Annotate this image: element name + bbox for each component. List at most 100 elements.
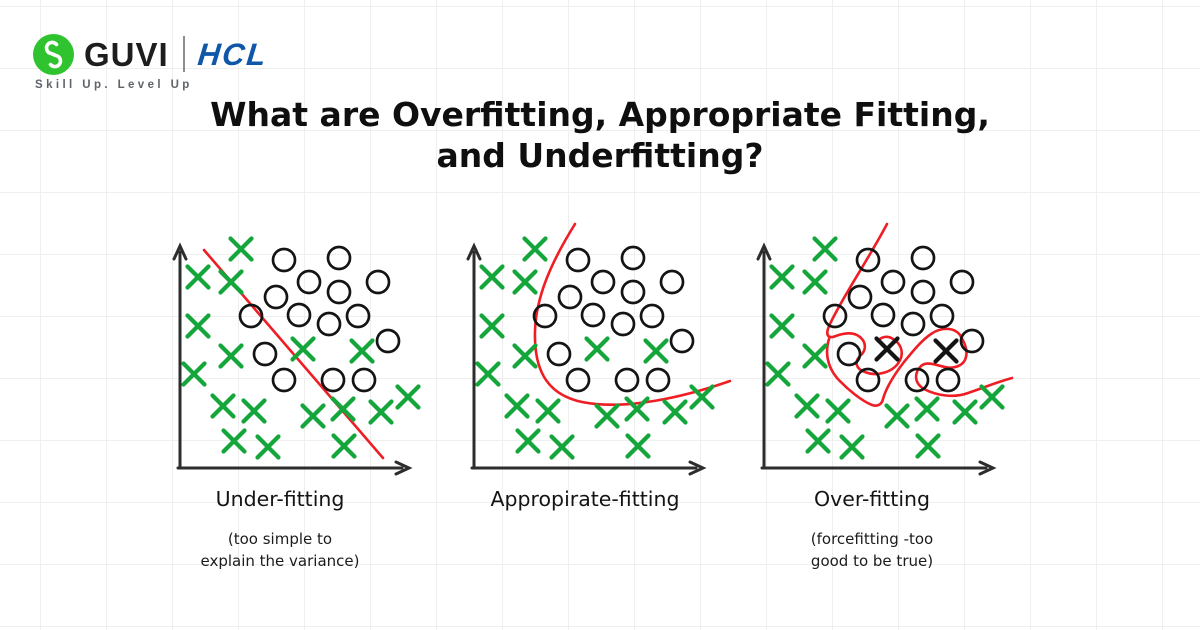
green-x-marker: [812, 236, 838, 262]
x-axis-arrow-icon: [394, 460, 413, 476]
green-x-marker: [368, 399, 394, 425]
green-x-marker: [915, 433, 941, 459]
y-axis-arrow-icon: [172, 242, 188, 261]
green-x-marker: [210, 393, 236, 419]
green-x-marker: [769, 264, 795, 290]
green-x-marker: [218, 343, 244, 369]
black-x-marker: [874, 336, 900, 362]
circle-marker: [565, 367, 591, 393]
green-x-marker: [241, 398, 267, 424]
green-x-marker: [218, 269, 244, 295]
plot-subcaption-line: explain the variance): [200, 552, 360, 570]
green-x-marker: [349, 338, 375, 364]
guvi-logo-icon: [33, 33, 74, 75]
circle-marker: [590, 269, 616, 295]
circle-marker: [900, 311, 926, 337]
circle-marker: [351, 367, 377, 393]
circle-marker: [365, 269, 391, 295]
y-axis-arrow-icon: [756, 242, 772, 261]
circle-marker: [959, 328, 985, 354]
circle-marker: [639, 303, 665, 329]
green-x-marker: [181, 361, 207, 387]
green-x-marker: [479, 313, 505, 339]
decision-boundary-curve: [533, 222, 732, 406]
green-x-marker: [825, 398, 851, 424]
green-x-marker: [515, 428, 541, 454]
circle-marker: [565, 247, 591, 273]
green-x-marker: [643, 338, 669, 364]
circle-marker: [910, 245, 936, 271]
green-x-marker: [395, 384, 421, 410]
green-x-marker: [185, 264, 211, 290]
green-x-marker: [479, 264, 505, 290]
green-x-marker: [594, 403, 620, 429]
green-x-marker: [228, 236, 254, 262]
scatter-plot-2: [466, 222, 732, 476]
green-x-marker: [300, 403, 326, 429]
circle-marker: [847, 284, 873, 310]
circle-marker: [532, 303, 558, 329]
circle-marker: [263, 284, 289, 310]
circle-marker: [326, 279, 352, 305]
circle-marker: [614, 367, 640, 393]
circle-marker: [645, 367, 671, 393]
x-axis-arrow-icon: [688, 460, 707, 476]
circle-marker: [929, 303, 955, 329]
circle-marker: [546, 341, 572, 367]
green-x-marker: [914, 396, 940, 422]
plot-caption: Appropirate-fitting: [490, 487, 680, 511]
circle-marker: [620, 245, 646, 271]
circle-marker: [252, 341, 278, 367]
circle-marker: [557, 284, 583, 310]
black-x-marker: [933, 338, 959, 364]
brand-logos: GUVI HCL: [33, 32, 270, 76]
plot-subcaption-line: good to be true): [810, 552, 934, 570]
green-x-marker: [802, 343, 828, 369]
brand-tagline: Skill Up. Level Up: [35, 79, 193, 91]
green-x-marker: [290, 336, 316, 362]
green-x-marker: [221, 428, 247, 454]
green-x-marker: [255, 434, 281, 460]
green-x-marker: [512, 269, 538, 295]
circle-marker: [949, 269, 975, 295]
plot-subcaption: (too simple to explain the variance): [120, 528, 440, 572]
plot-subcaption: (forcefitting -too good to be true): [712, 528, 1032, 572]
plot-subcaption-line: (too simple to: [227, 530, 333, 548]
green-x-marker: [769, 313, 795, 339]
circle-marker: [271, 367, 297, 393]
circle-marker: [910, 279, 936, 305]
green-x-marker: [952, 399, 978, 425]
circle-marker: [320, 367, 346, 393]
green-x-marker: [802, 269, 828, 295]
guvi-wordmark: GUVI: [84, 35, 169, 73]
circle-marker: [345, 303, 371, 329]
green-x-marker: [504, 393, 530, 419]
circle-marker: [935, 367, 961, 393]
title-line-1: What are Overfitting, Appropriate Fittin…: [210, 95, 990, 134]
green-x-marker: [689, 384, 715, 410]
green-x-marker: [330, 396, 356, 422]
green-x-marker: [805, 428, 831, 454]
green-x-marker: [512, 343, 538, 369]
page-title: What are Overfitting, Appropriate Fittin…: [0, 94, 1200, 176]
hcl-wordmark: HCL: [195, 36, 270, 72]
green-x-marker: [624, 396, 650, 422]
circle-marker: [610, 311, 636, 337]
green-x-marker: [765, 361, 791, 387]
circle-marker: [855, 247, 881, 273]
green-x-marker: [331, 433, 357, 459]
circle-marker: [271, 247, 297, 273]
green-x-marker: [794, 393, 820, 419]
circle-marker: [238, 303, 264, 329]
green-x-marker: [475, 361, 501, 387]
circle-marker: [870, 302, 896, 328]
circle-marker: [580, 302, 606, 328]
scatter-plot-1: [172, 236, 421, 476]
green-x-marker: [535, 398, 561, 424]
green-x-marker: [625, 433, 651, 459]
circle-marker: [620, 279, 646, 305]
green-x-marker: [839, 434, 865, 460]
plot-caption: Over-fitting: [813, 487, 931, 511]
circle-marker: [669, 328, 695, 354]
